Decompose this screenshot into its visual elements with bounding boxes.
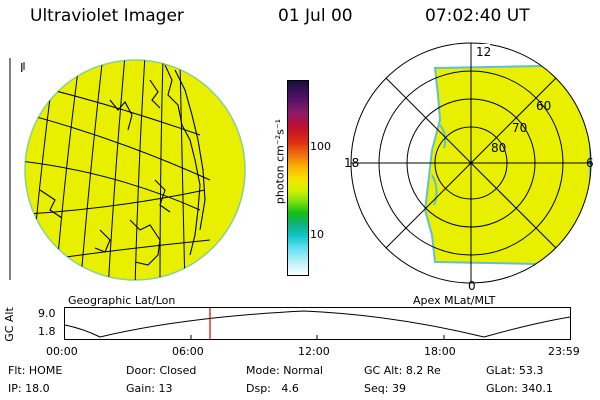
status-seq: Seq: 39	[364, 382, 406, 395]
status-glon: GLon: 340.1	[486, 382, 553, 395]
status-dsp: Dsp: 4.6	[246, 382, 299, 395]
status-mode: Mode: Normal	[246, 364, 323, 377]
status-gain: Gain: 13	[126, 382, 173, 395]
date-readout: 01 Jul 00	[278, 6, 353, 26]
timeline-xtick-0: 00:00	[46, 345, 78, 358]
right-panel-caption: Apex MLat/MLT	[413, 294, 496, 307]
colorbar-tick-10: 10	[310, 228, 324, 241]
timeline-xtick-4: 23:59	[548, 345, 580, 358]
status-gc-alt: GC Alt: 8.2 Re	[364, 364, 441, 377]
status-ip: IP: 18.0	[8, 382, 50, 395]
timeline-axis-label: GC Alt	[2, 307, 16, 342]
color-scale-bar	[287, 80, 309, 276]
timeline-xtick-3: 18:00	[424, 345, 456, 358]
mlt-label-12: 12	[476, 45, 491, 59]
app-title: Ultraviolet Imager	[30, 6, 184, 26]
status-flt: Flt: HOME	[8, 364, 63, 377]
mlt-label-0: 0	[468, 279, 476, 293]
colorbar-tick-100: 100	[310, 140, 331, 153]
mlat-label-70: 70	[512, 121, 527, 135]
mlt-label-6: 6	[586, 156, 594, 170]
timeline-ytick-high: 9.0	[38, 307, 56, 320]
time-readout: 07:02:40 UT	[425, 6, 530, 26]
status-glat: GLat: 53.3	[486, 364, 544, 377]
left-panel-caption: Geographic Lat/Lon	[68, 294, 176, 307]
uv-disk	[24, 59, 246, 281]
coastlines	[39, 64, 206, 266]
colorbar-unit-label: photon cm⁻²s⁻¹	[273, 118, 287, 205]
polar-view: 12 18 6 0 60 70 80	[344, 42, 594, 293]
geographic-view: I	[9, 58, 246, 281]
mlat-label-60: 60	[536, 99, 551, 113]
timeline-ytick-low: 1.8	[38, 325, 56, 338]
corner-mark: I	[20, 61, 24, 75]
auroral-image	[423, 63, 591, 267]
timeline-xtick-1: 06:00	[172, 345, 204, 358]
mlt-spokes	[351, 43, 591, 283]
status-door: Door: Closed	[126, 364, 197, 377]
timeline-xtick-2: 12:00	[298, 345, 330, 358]
mlat-label-80: 80	[491, 141, 506, 155]
mlt-label-18: 18	[344, 156, 359, 170]
altitude-timeline	[64, 307, 571, 340]
